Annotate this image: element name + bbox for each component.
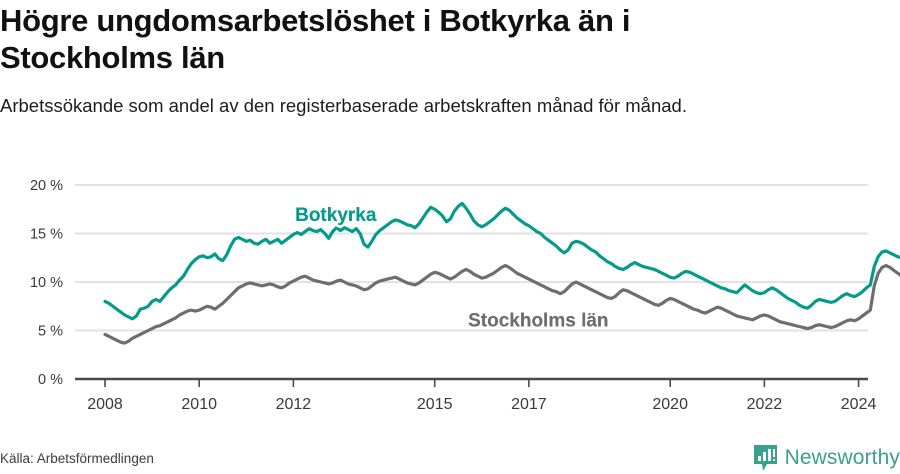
series-label: Stockholms län	[468, 311, 608, 332]
page-title: Högre ungdomsarbetslöshet i Botkyrka än …	[0, 3, 631, 75]
y-tick-label: 15 %	[30, 227, 63, 243]
y-tick-label: 10 %	[30, 275, 63, 291]
line-chart: 0 % 5 % 10 % 15 % 20 % 2008 2010 2012 2015 2017 2…	[0, 165, 900, 425]
bar-chart-speech-bubble-icon	[753, 445, 777, 471]
x-tick-label: 2012	[276, 396, 312, 413]
y-tick-label: 20 %	[30, 178, 63, 194]
x-tick-label: 2008	[87, 396, 123, 413]
x-axis-tick-labels: 2008 2010 2012 2015 2017 2020 2022 2024	[87, 396, 876, 413]
y-tick-label: 0 %	[38, 372, 63, 388]
logo-wordmark: Newsworthy	[784, 446, 900, 469]
x-tick-label: 2015	[417, 396, 453, 413]
page-subtitle: Arbetssökande som andel av den registerb…	[0, 95, 687, 116]
series-label-halo: Botkyrka	[295, 205, 377, 226]
series-label: Botkyrka	[295, 205, 377, 226]
source-note: Källa: Arbetsförmedlingen	[0, 451, 154, 466]
x-tick-label: 2020	[652, 396, 688, 413]
x-tick-label: 2017	[511, 396, 547, 413]
y-axis-tick-labels: 0 % 5 % 10 % 15 % 20 %	[30, 178, 63, 388]
footer-divider	[0, 434, 900, 435]
y-tick-label: 5 %	[38, 324, 63, 340]
x-axis	[75, 377, 868, 387]
x-tick-label: 2010	[181, 396, 217, 413]
x-tick-label: 2024	[841, 396, 877, 413]
newsworthy-logo[interactable]: Newsworthy	[753, 443, 900, 473]
x-tick-label: 2022	[747, 396, 783, 413]
series-label-halo: Stockholms län	[468, 311, 608, 332]
chart-canvas: 0 %5 %10 %15 %20 % 2008 2010 2012 2015 2017 2…	[30, 178, 900, 413]
gridlines	[75, 184, 868, 332]
